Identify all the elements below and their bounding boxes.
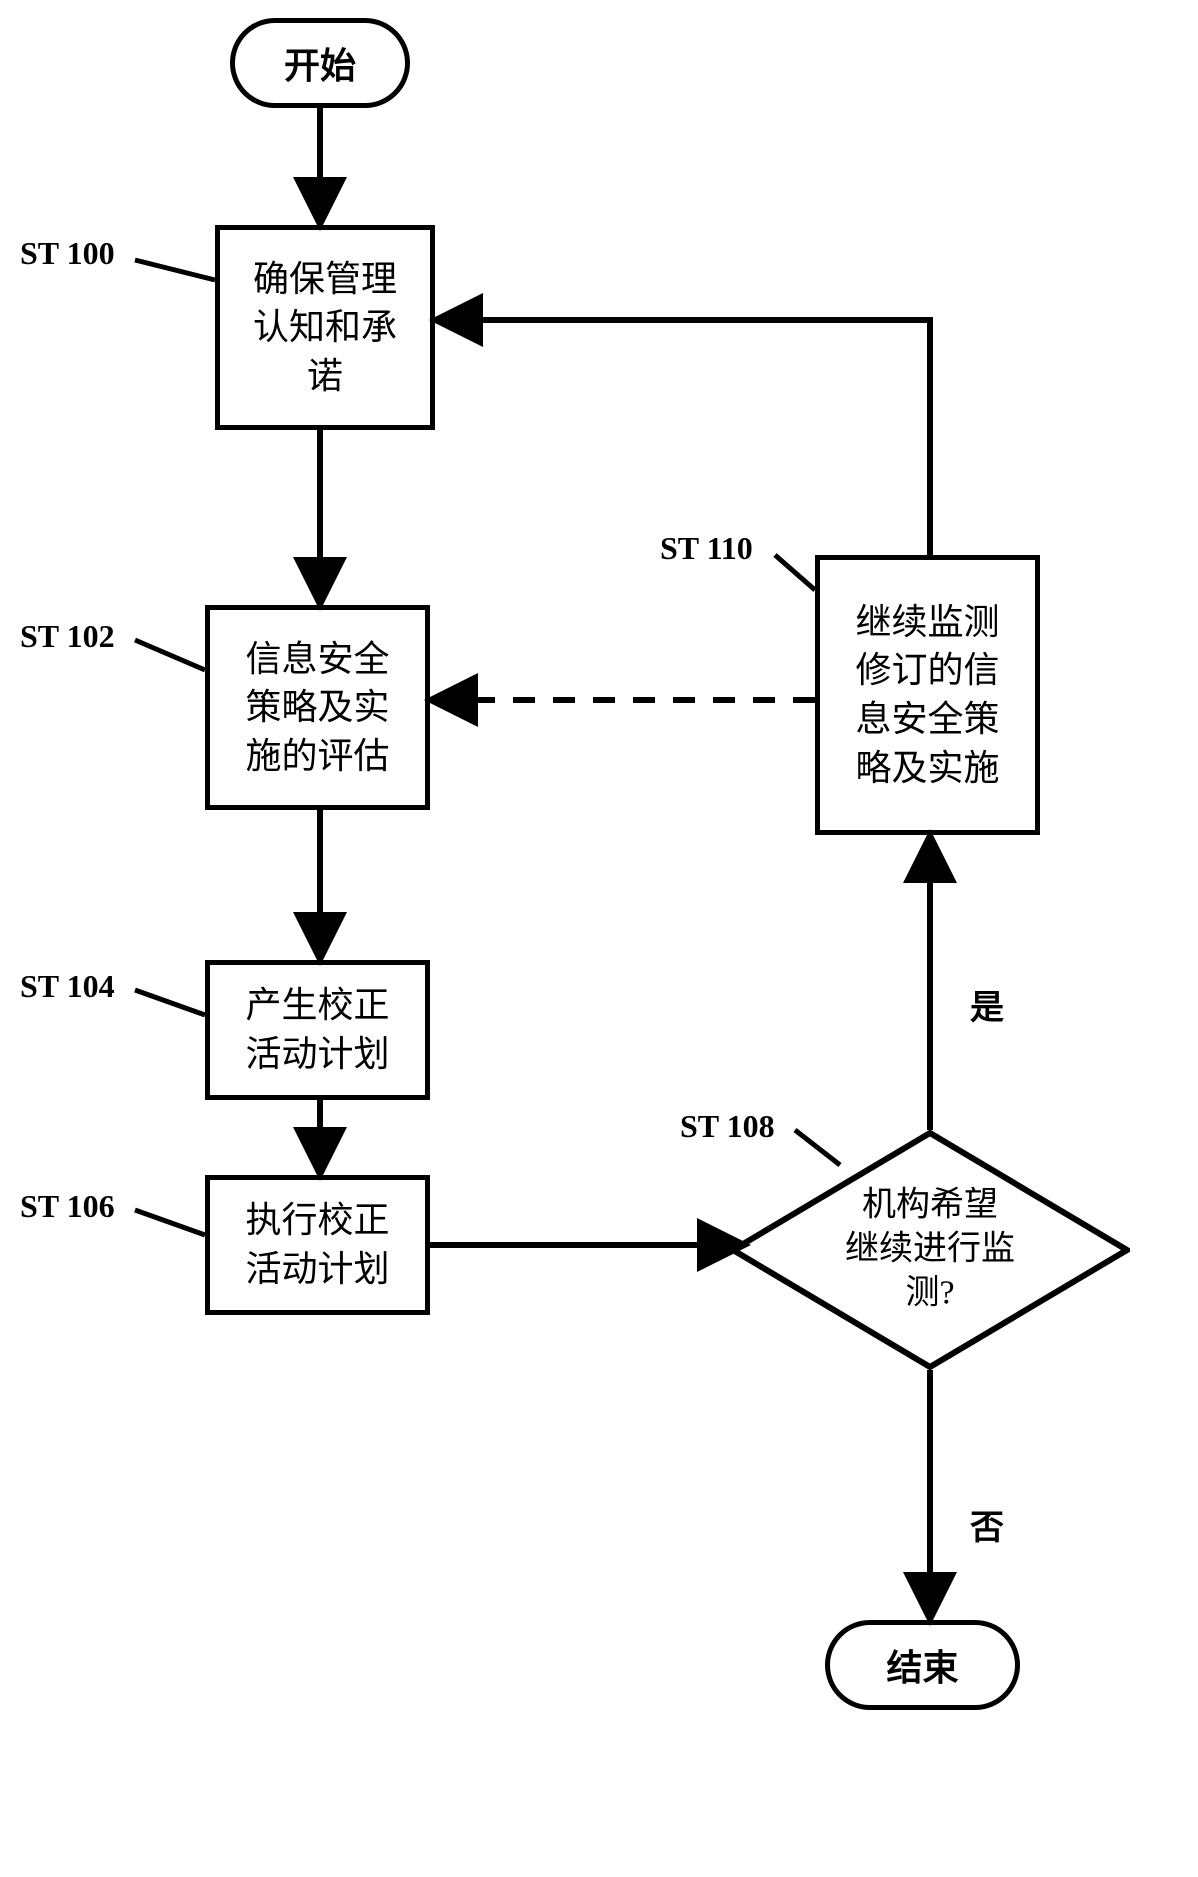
st108-text: 机构希望 继续进行监 测?	[790, 1184, 1070, 1317]
st100-text: 确保管理 认知和承 诺	[253, 255, 397, 401]
edge-label-yes: 是	[970, 980, 1004, 1029]
st108-node: 机构希望 继续进行监 测?	[730, 1130, 1130, 1370]
label-st100: ST 100	[20, 235, 115, 272]
st102-text: 信息安全 策略及实 施的评估	[245, 635, 389, 781]
st106-node: 执行校正 活动计划	[205, 1175, 430, 1315]
label-st108: ST 108	[680, 1108, 775, 1145]
st104-text: 产生校正 活动计划	[245, 981, 389, 1078]
st110-node: 继续监测 修订的信 息安全策 略及实施	[815, 555, 1040, 835]
start-node: 开始	[230, 18, 410, 108]
end-text: 结束	[886, 1639, 958, 1691]
start-text: 开始	[284, 37, 356, 89]
label-st110: ST 110	[660, 530, 753, 567]
label-st106: ST 106	[20, 1188, 115, 1225]
leader-st100	[135, 260, 215, 280]
leader-st104	[135, 990, 205, 1015]
edge-st110-st100	[438, 320, 930, 555]
st100-node: 确保管理 认知和承 诺	[215, 225, 435, 430]
edge-label-no: 否	[970, 1500, 1004, 1549]
end-node: 结束	[825, 1620, 1020, 1710]
st106-text: 执行校正 活动计划	[245, 1196, 389, 1293]
leader-st106	[135, 1210, 205, 1235]
leader-st110	[775, 555, 815, 590]
st102-node: 信息安全 策略及实 施的评估	[205, 605, 430, 810]
label-st102: ST 102	[20, 618, 115, 655]
leader-st102	[135, 640, 205, 670]
label-st104: ST 104	[20, 968, 115, 1005]
connectors-layer	[0, 0, 1198, 1877]
st110-text: 继续监测 修订的信 息安全策 略及实施	[855, 598, 999, 792]
st104-node: 产生校正 活动计划	[205, 960, 430, 1100]
